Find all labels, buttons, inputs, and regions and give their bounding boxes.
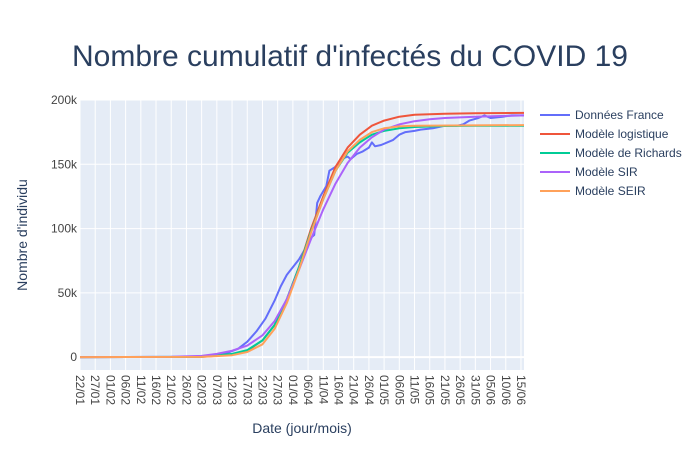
x-tick-label: 16/04 xyxy=(331,375,345,405)
x-tick-label: 21/04 xyxy=(347,375,361,405)
chart-title: Nombre cumulatif d'infectés du COVID 19 xyxy=(72,40,628,73)
x-axis-label: Date (jour/mois) xyxy=(252,420,352,436)
x-tick-label: 26/05 xyxy=(453,375,467,405)
legend-label: Modèle SEIR xyxy=(575,184,646,198)
y-tick-label: 200k xyxy=(51,93,78,107)
x-tick-label: 02/03 xyxy=(195,375,209,405)
x-tick-label: 06/05 xyxy=(392,375,406,405)
x-tick-label: 27/03 xyxy=(271,375,285,405)
y-tick-label: 0 xyxy=(70,350,77,364)
series-line-5 xyxy=(79,124,525,359)
x-tick-label: 16/05 xyxy=(423,375,437,405)
x-axis-ticks: 22/01 27/01 01/02 06/02 11/02 16/02 21/02 26/02… xyxy=(73,375,528,405)
x-tick-label: 22/03 xyxy=(255,375,269,405)
x-tick-label: 16/02 xyxy=(149,375,163,405)
x-tick-label: 11/04 xyxy=(316,375,330,404)
legend-item[interactable]: Données France xyxy=(540,108,664,122)
legend-item[interactable]: Modèle de Richards xyxy=(540,146,682,160)
legend-item[interactable]: Modèle SIR xyxy=(540,165,638,179)
x-tick-label: 06/04 xyxy=(301,375,315,405)
x-tick-label: 10/06 xyxy=(499,375,513,405)
series-lines xyxy=(79,111,525,359)
legend: Données France Modèle logistique Modèle de… xyxy=(540,108,682,198)
x-tick-label: 07/03 xyxy=(210,375,224,405)
x-tick-label: 12/03 xyxy=(225,375,239,405)
x-tick-label: 05/06 xyxy=(484,375,498,405)
legend-label: Données France xyxy=(575,108,664,122)
legend-item[interactable]: Modèle logistique xyxy=(540,127,669,141)
x-tick-label: 22/01 xyxy=(73,375,87,405)
x-tick-label: 01/05 xyxy=(377,375,391,405)
legend-label: Modèle de Richards xyxy=(575,146,682,160)
x-tick-label: 15/06 xyxy=(514,375,528,405)
legend-label: Modèle logistique xyxy=(575,127,669,141)
x-tick-label: 01/04 xyxy=(286,375,300,405)
x-tick-label: 01/02 xyxy=(103,375,117,405)
grid-lines xyxy=(79,99,524,370)
x-tick-label: 26/02 xyxy=(179,375,193,405)
x-tick-label: 26/04 xyxy=(362,375,376,405)
y-tick-label: 150k xyxy=(51,157,78,171)
legend-item[interactable]: Modèle SEIR xyxy=(540,184,646,198)
x-tick-label: 27/01 xyxy=(88,375,102,405)
x-tick-label: 17/03 xyxy=(240,375,254,405)
y-axis-ticks: 0 50k 100k 150k 200k xyxy=(51,93,78,364)
x-tick-label: 21/05 xyxy=(438,375,452,405)
legend-label: Modèle SIR xyxy=(575,165,638,179)
x-tick-label: 11/02 xyxy=(134,375,148,404)
x-tick-label: 11/05 xyxy=(408,375,422,404)
x-tick-label: 21/02 xyxy=(164,375,178,405)
y-tick-label: 100k xyxy=(51,222,78,236)
x-tick-label: 31/05 xyxy=(468,375,482,405)
series-line-4 xyxy=(79,114,525,359)
x-tick-label: 06/02 xyxy=(119,375,133,405)
y-axis-label: Nombre d'individu xyxy=(14,179,30,291)
plot-area xyxy=(80,100,524,370)
y-tick-label: 50k xyxy=(58,286,78,300)
